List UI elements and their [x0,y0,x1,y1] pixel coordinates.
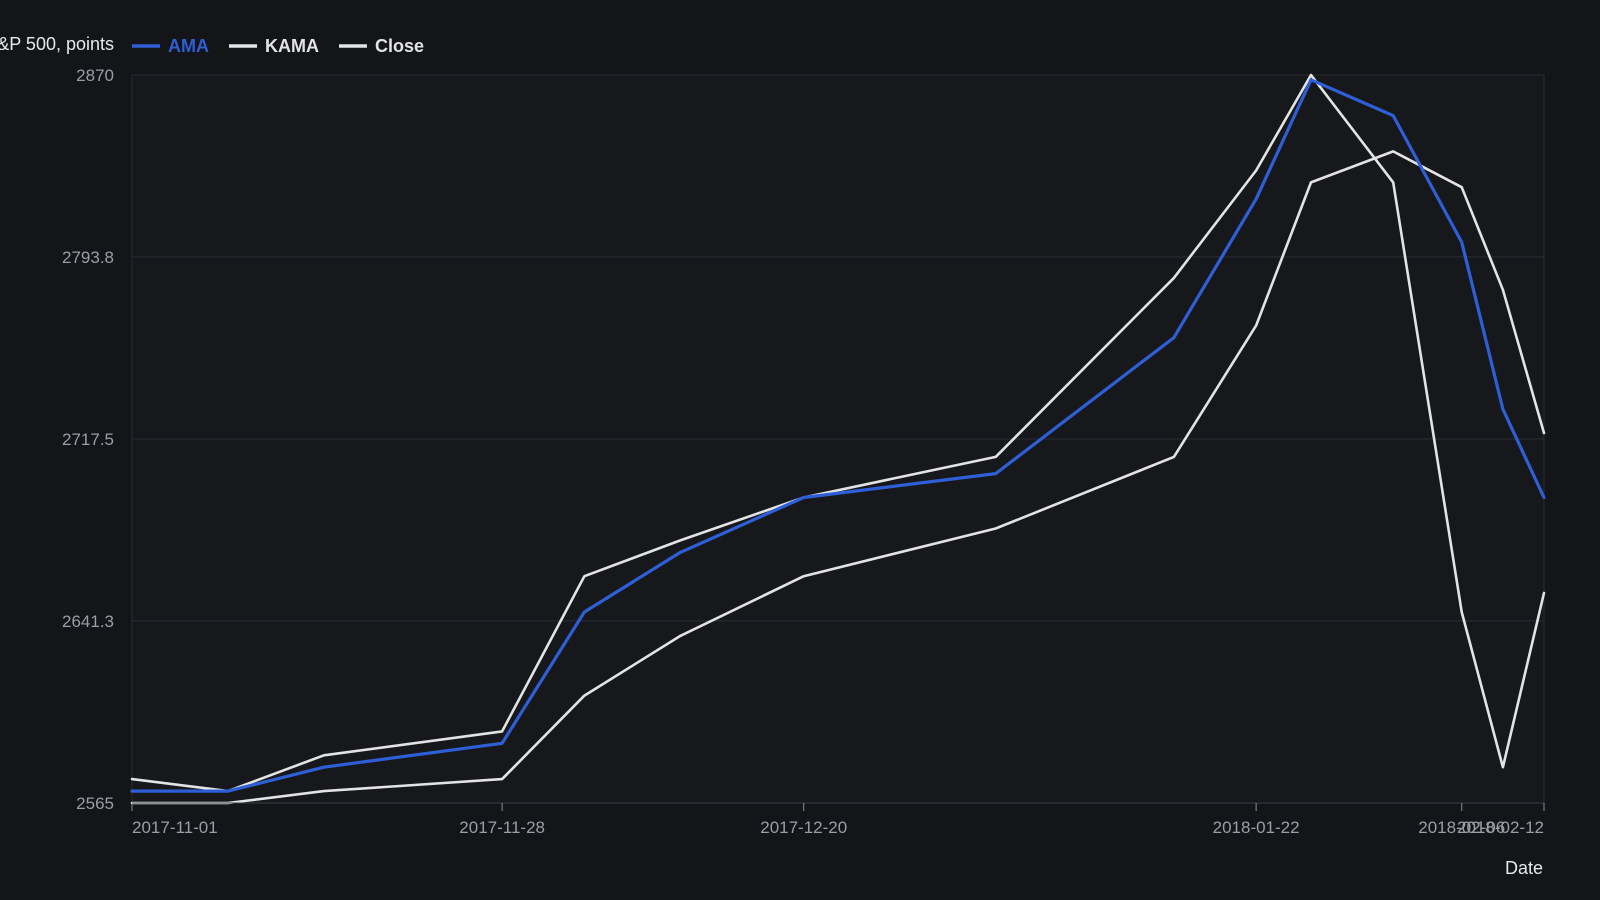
legend-label-close: Close [375,36,424,56]
x-axis-title: Date [1505,858,1543,878]
x-tick-label: 2017-12-20 [760,818,847,837]
y-tick-label: 2717.5 [62,430,114,449]
x-tick-label: 2017-11-28 [459,818,545,837]
legend-label-ama: AMA [168,36,209,56]
series-line-ama [130,78,1546,793]
series-line-kama [130,73,1546,793]
legend-items: AMA KAMA Close [132,36,424,56]
x-axis: 2017-11-01 2017-11-28 2017-12-20 2018-01-22… [131,802,1545,837]
y-axis-title: S&P 500, points [0,34,114,54]
series-lines [130,73,1546,805]
x-tick-label: 2018-01-22 [1213,818,1300,837]
x-tick-label: 2018-02-12 [1457,818,1544,837]
plot-area: 2017-11-01 2017-11-28 2017-12-20 2018-01-22… [62,66,1546,837]
y-tick-label: 2793.8 [62,248,114,267]
x-tick-label: 2017-11-01 [132,818,218,837]
y-tick-label: 2565 [76,794,114,813]
series-line-close [130,150,1546,805]
legend: S&P 500, points AMA KAMA Close [0,34,424,56]
y-tick-label: 2870 [76,66,114,85]
gridlines [132,74,1544,804]
x-tick-label: 2018-02-06 [1418,818,1505,837]
y-axis: 2565 2641.3 2717.5 2793.8 2870 [62,66,114,813]
legend-label-kama: KAMA [265,36,319,56]
y-tick-label: 2641.3 [62,612,114,631]
